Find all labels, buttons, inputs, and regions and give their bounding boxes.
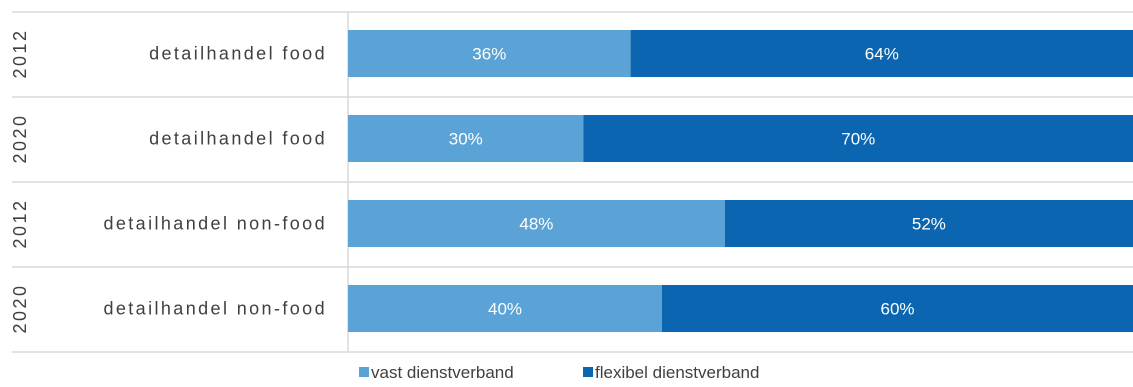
data-label: 48%: [519, 215, 553, 234]
bar-flexibel-dienstverband: [583, 115, 1133, 162]
category-label: detailhandel food: [149, 129, 327, 149]
category-label: detailhandel food: [149, 44, 327, 64]
bar-vast-dienstverband: [348, 30, 631, 77]
bar-flexibel-dienstverband: [662, 285, 1133, 332]
data-label: 36%: [472, 45, 506, 64]
data-label: 40%: [488, 300, 522, 319]
data-label: 30%: [449, 130, 483, 149]
data-label: 64%: [865, 45, 899, 64]
legend: vast dienstverband flexibel dienstverband: [359, 363, 759, 382]
year-label: 2012: [10, 28, 30, 78]
legend-label: flexibel dienstverband: [595, 363, 759, 382]
bar-flexibel-dienstverband: [630, 30, 1133, 77]
bar-flexibel-dienstverband: [724, 200, 1133, 247]
category-axis-labels: detailhandel food 2012 detailhandel food 20…: [10, 28, 327, 333]
data-label: 60%: [880, 300, 914, 319]
category-label: detailhandel non-food: [103, 214, 327, 234]
legend-swatch: [583, 367, 593, 377]
data-labels: 36% 64% 30% 70% 48% 52% 40% 60%: [449, 45, 946, 319]
year-label: 2020: [10, 113, 30, 163]
bar-vast-dienstverband: [348, 115, 584, 162]
bars: [348, 30, 1133, 332]
data-label: 70%: [841, 130, 875, 149]
legend-swatch: [359, 367, 369, 377]
data-label: 52%: [912, 215, 946, 234]
bar-vast-dienstverband: [348, 200, 725, 247]
year-label: 2020: [10, 283, 30, 333]
bar-vast-dienstverband: [348, 285, 662, 332]
category-label: detailhandel non-food: [103, 299, 327, 319]
year-label: 2012: [10, 198, 30, 248]
legend-label: vast dienstverband: [371, 363, 514, 382]
